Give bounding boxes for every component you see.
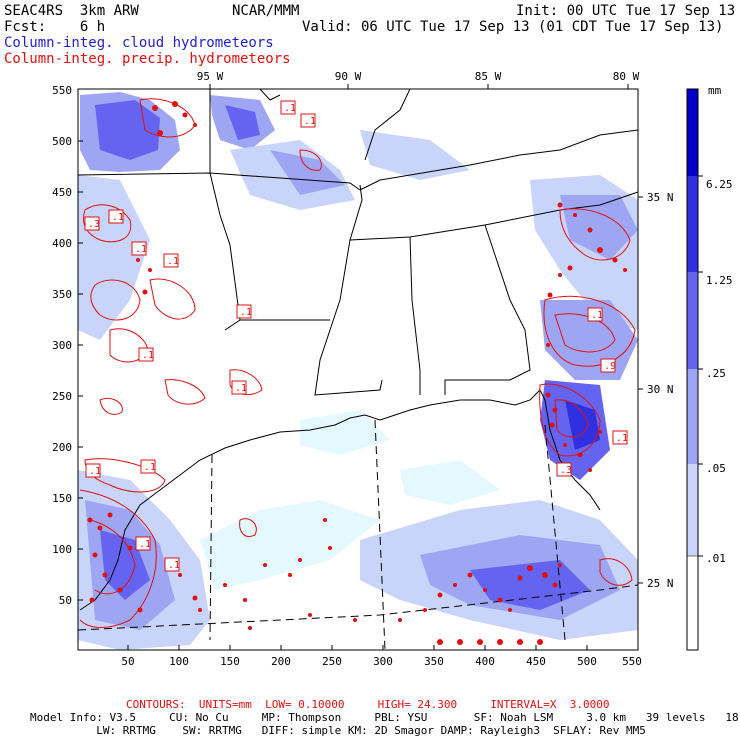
x-tick-label: 100 (169, 655, 189, 668)
svg-text:.1: .1 (168, 560, 180, 571)
contour-label: .1 (135, 536, 151, 551)
svg-text:.1: .1 (304, 116, 316, 127)
colorbar-label: 6.25 (706, 178, 733, 191)
y-axis: 50 100 150 200 250 300 350 400 450 500 5… (52, 84, 83, 607)
x-tick-label: 450 (526, 655, 546, 668)
lon-label: 90 W (335, 70, 362, 83)
contour-label: .3 (556, 462, 572, 477)
x-tick-label: 250 (322, 655, 342, 668)
x-axis: 50 100 150 200 250 300 350 400 450 500 5… (121, 645, 642, 668)
svg-text:.1: .1 (616, 433, 628, 444)
x-tick-label: 350 (424, 655, 444, 668)
coastline (79, 389, 601, 611)
contour-label: .1 (140, 459, 156, 474)
svg-text:.1: .1 (144, 462, 156, 473)
colorbar-label: 1.25 (706, 274, 733, 287)
model-title: SEAC4RS 3km ARW (4, 3, 139, 19)
contour-label: .1 (612, 430, 628, 445)
y-tick-label: 250 (52, 390, 72, 403)
valid-time: Valid: 06 UTC Tue 17 Sep 13 (01 CDT Tue … (302, 19, 724, 35)
contour-label: .1 (236, 304, 252, 319)
y-tick-label: 100 (52, 543, 72, 556)
lat-label: 30 N (647, 383, 674, 396)
svg-text:.1: .1 (235, 383, 247, 394)
svg-text:.9: .9 (604, 361, 616, 372)
y-tick-label: 400 (52, 237, 72, 250)
x-tick-label: 500 (577, 655, 597, 668)
colorbar-swatch (687, 176, 698, 272)
x-tick-label: 400 (475, 655, 495, 668)
colorbar-swatch (687, 464, 698, 556)
svg-text:.1: .1 (139, 539, 151, 550)
longitude-labels: 95 W 90 W 85 W 80 W (197, 70, 640, 89)
svg-text:.1: .1 (89, 466, 101, 477)
x-tick-label: 200 (271, 655, 291, 668)
y-tick-label: 300 (52, 339, 72, 352)
lon-label: 80 W (613, 70, 640, 83)
svg-text:.1: .1 (240, 307, 252, 318)
x-tick-label: 50 (121, 655, 134, 668)
cloud-field-label: Column-integ. cloud hydrometeors (4, 35, 274, 51)
y-tick-label: 200 (52, 441, 72, 454)
svg-text:.3: .3 (88, 219, 100, 230)
colorbar-label: .25 (706, 367, 726, 380)
contour-label: .9 (600, 358, 616, 373)
precip-cells (87, 101, 627, 645)
svg-text:.1: .1 (591, 310, 603, 321)
contour-label: .1 (300, 113, 316, 128)
x-tick-label: 300 (373, 655, 393, 668)
contour-label: .1 (108, 209, 124, 224)
x-tick-label: 550 (622, 655, 642, 668)
domain-dashed-lines (78, 419, 638, 650)
precip-field-label: Column-integ. precip. hydrometeors (4, 51, 291, 67)
contour-label: .1 (164, 557, 180, 572)
latitude-labels: 35 N 30 N 25 N (638, 191, 674, 590)
institution-label: NCAR/MMM (232, 3, 300, 19)
svg-text:.3: .3 (560, 465, 572, 476)
plot-frame (77, 88, 639, 651)
colorbar-swatch (687, 89, 698, 176)
model-info-line1: Model Info: V3.5 CU: No Cu MP: Thompson … (30, 711, 740, 724)
lon-label: 85 W (475, 70, 502, 83)
y-tick-label: 450 (52, 186, 72, 199)
lon-label: 95 W (197, 70, 224, 83)
contour-label: .3 (84, 216, 100, 231)
contour-label: .1 (138, 347, 154, 362)
forecast-hour: Fcst: 6 h (4, 19, 106, 35)
colorbar-swatch (686, 555, 699, 651)
colorbar-unit: mm (708, 84, 722, 97)
colorbar-swatch (687, 272, 698, 369)
contour-label: .1 (280, 100, 296, 115)
contour-info: CONTOURS: UNITS=mm LOW= 0.10000 HIGH= 24… (126, 698, 610, 711)
init-time: Init: 00 UTC Tue 17 Sep 13 (516, 3, 736, 19)
cloud-shading (78, 92, 638, 650)
y-tick-label: 350 (52, 288, 72, 301)
svg-text:.1: .1 (142, 350, 154, 361)
lat-label: 35 N (647, 191, 674, 204)
contour-label: .1 (587, 307, 603, 322)
y-tick-label: 150 (52, 492, 72, 505)
contour-label: .1 (231, 380, 247, 395)
lat-label: 25 N (647, 577, 674, 590)
x-tick-label: 150 (220, 655, 240, 668)
svg-text:.1: .1 (135, 244, 147, 255)
svg-text:.1: .1 (112, 212, 124, 223)
svg-text:.1: .1 (167, 256, 179, 267)
colorbar-label: .05 (706, 462, 726, 475)
model-info-line2: LW: RRTMG SW: RRTMG DIFF: simple KM: 2D … (30, 724, 646, 737)
y-tick-label: 550 (52, 84, 72, 97)
colorbar: mm 6.25 1.25 .25 .05 .01 (686, 84, 733, 651)
y-tick-label: 500 (52, 135, 72, 148)
y-tick-label: 50 (59, 594, 72, 607)
svg-text:.1: .1 (284, 103, 296, 114)
colorbar-label: .01 (706, 552, 726, 565)
contour-labels: .1 .1 .1 .3 .1 .1 .1 .1 .1 .1 .1 .1 .1 .… (84, 100, 628, 572)
political-boundaries (78, 89, 638, 396)
contour-label: .1 (131, 241, 147, 256)
contour-label: .1 (163, 253, 179, 268)
contour-label: .1 (85, 463, 101, 478)
colorbar-swatch (687, 369, 698, 464)
